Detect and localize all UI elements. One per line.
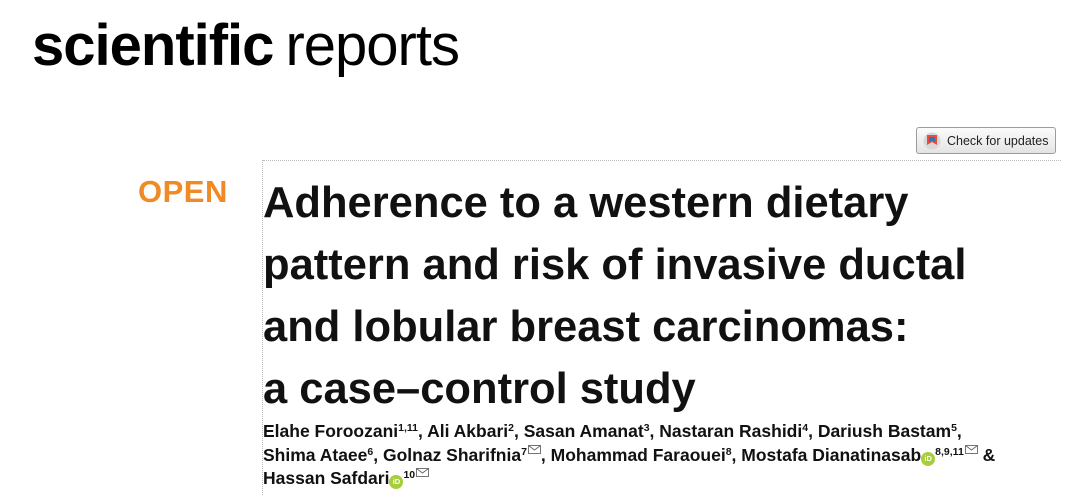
author-name[interactable]: Golnaz Sharifnia — [382, 444, 522, 465]
crossmark-icon — [923, 132, 941, 149]
affiliation-ref[interactable]: 10 — [403, 469, 416, 481]
divider — [263, 160, 1061, 161]
author-name[interactable]: Shima Ataee — [263, 444, 368, 465]
title-line: and lobular breast carcinomas: — [263, 303, 909, 351]
title-line: a case–control study — [263, 365, 696, 413]
author-line: Elahe Foroozani1,11, Ali Akbari2, Sasan … — [263, 420, 1063, 444]
check-for-updates-label: Check for updates — [947, 133, 1049, 148]
affiliation-ref[interactable]: 8 — [725, 445, 732, 458]
affiliation-ref[interactable]: 8,9,11 — [935, 445, 964, 458]
author-name[interactable]: Mohammad Faraouei — [550, 444, 726, 465]
affiliation-ref[interactable]: 7 — [521, 445, 527, 458]
author-line: Hassan Safdari iD10 — [263, 467, 1063, 491]
author-separator: , — [513, 421, 524, 441]
affiliation-ref[interactable]: 1,11 — [398, 422, 419, 434]
author-separator: & — [977, 444, 996, 465]
author-separator: , — [649, 421, 660, 441]
orcid-icon[interactable]: iD — [389, 475, 404, 489]
open-access-badge: OPEN — [138, 174, 228, 209]
title-line: Adherence to a western dietary — [263, 179, 909, 227]
author-separator: , — [373, 444, 383, 465]
author-separator: , — [540, 444, 551, 465]
email-icon[interactable] — [964, 444, 978, 454]
affiliation-ref[interactable]: 5 — [951, 422, 957, 434]
title-line: pattern and risk of invasive ductal — [263, 241, 967, 289]
author-line: Shima Ataee6, Golnaz Sharifnia7, Mohamma… — [263, 444, 1063, 468]
affiliation-ref[interactable]: 4 — [802, 422, 809, 434]
masthead-bold: scientific — [32, 13, 274, 78]
author-name[interactable]: Dariush Bastam — [817, 421, 952, 441]
orcid-icon[interactable]: iD — [921, 451, 936, 466]
article-title: Adherence to a western dietary pattern a… — [263, 172, 1063, 420]
affiliation-ref[interactable]: 2 — [508, 422, 514, 434]
journal-masthead[interactable]: scientific reports — [32, 13, 460, 78]
author-name[interactable]: Nastaran Rashidi — [659, 421, 803, 441]
affiliation-ref[interactable]: 6 — [367, 445, 374, 458]
email-icon[interactable] — [527, 444, 541, 454]
email-icon[interactable] — [416, 468, 430, 477]
author-separator: , — [808, 421, 818, 441]
author-name[interactable]: Ali Akbari — [427, 421, 509, 441]
author-separator: , — [956, 421, 962, 441]
check-for-updates-button[interactable]: Check for updates — [916, 127, 1056, 154]
author-separator: , — [418, 421, 428, 441]
author-separator: , — [731, 444, 742, 465]
divider-vertical — [262, 160, 263, 495]
author-name[interactable]: Elahe Foroozani — [263, 421, 399, 441]
affiliation-ref[interactable]: 3 — [643, 422, 650, 434]
masthead-light: reports — [285, 13, 460, 78]
author-name[interactable]: Mostafa Dianatinasab — [741, 444, 922, 465]
author-name[interactable]: Sasan Amanat — [523, 421, 644, 441]
author-list: Elahe Foroozani1,11, Ali Akbari2, Sasan … — [263, 420, 1063, 491]
author-name[interactable]: Hassan Safdari — [263, 468, 390, 488]
